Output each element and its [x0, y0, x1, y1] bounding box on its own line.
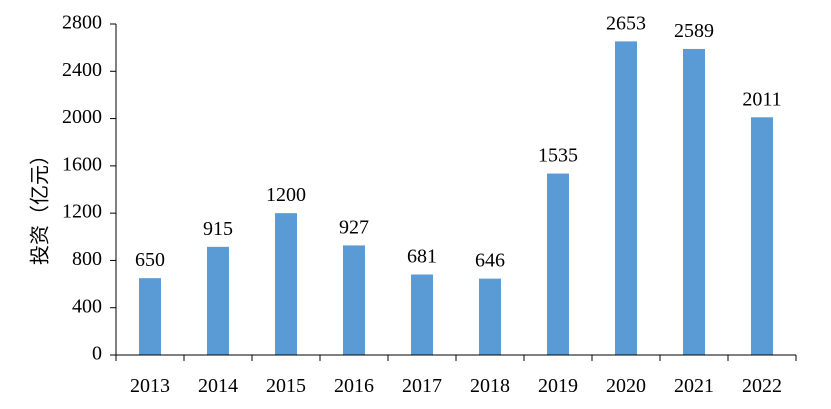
x-tick-label: 2018	[470, 375, 510, 397]
x-tick-label: 2016	[334, 375, 374, 397]
bar-2014	[207, 246, 229, 355]
bar-2017	[411, 274, 433, 355]
data-label: 1535	[538, 145, 578, 167]
y-tick-label: 400	[72, 295, 102, 317]
bar-2013	[139, 278, 161, 355]
data-label: 646	[475, 250, 505, 272]
y-axis: 0 400 800 1200 1600 2000 2400 2800	[62, 12, 116, 365]
bar-2016	[343, 245, 365, 355]
bar-2020	[615, 41, 637, 355]
y-tick-label: 2000	[62, 106, 102, 128]
data-label: 681	[407, 245, 437, 267]
y-tick-label: 0	[92, 343, 102, 365]
y-tick-label: 1200	[62, 201, 102, 223]
data-label: 2653	[606, 12, 646, 34]
x-tick-label: 2017	[402, 375, 442, 397]
x-tick-label: 2019	[538, 375, 578, 397]
bar-2018	[479, 278, 501, 355]
data-label: 1200	[266, 184, 306, 206]
x-tick-label: 2020	[606, 375, 646, 397]
x-tick-label: 2013	[130, 375, 170, 397]
x-tick-label: 2014	[198, 375, 238, 397]
bar-2019	[547, 173, 569, 355]
y-tick-label: 800	[72, 248, 102, 270]
data-label: 2589	[674, 20, 714, 42]
y-tick-label: 1600	[62, 153, 102, 175]
bar-2021	[683, 48, 705, 356]
data-label: 927	[339, 216, 369, 238]
y-tick-label: 2800	[62, 12, 102, 34]
data-label: 650	[135, 249, 165, 271]
bar-series	[139, 41, 773, 356]
data-labels: 650 915 1200 927 681 646 1535 2653 2589 2011	[135, 12, 782, 271]
bar-2022	[751, 117, 773, 355]
x-tick-label: 2015	[266, 375, 306, 397]
x-tick-label: 2021	[674, 375, 714, 397]
x-axis: 2013 2014 2015 2016 2017 2018 2019 2020 2021 2022	[115, 355, 797, 397]
data-label: 2011	[742, 88, 781, 110]
data-label: 915	[203, 218, 233, 240]
x-tick-label: 2022	[742, 375, 782, 397]
bar-2015	[275, 213, 297, 355]
y-axis-title: 投资（亿元）	[29, 145, 52, 265]
y-tick-label: 2400	[62, 59, 102, 81]
